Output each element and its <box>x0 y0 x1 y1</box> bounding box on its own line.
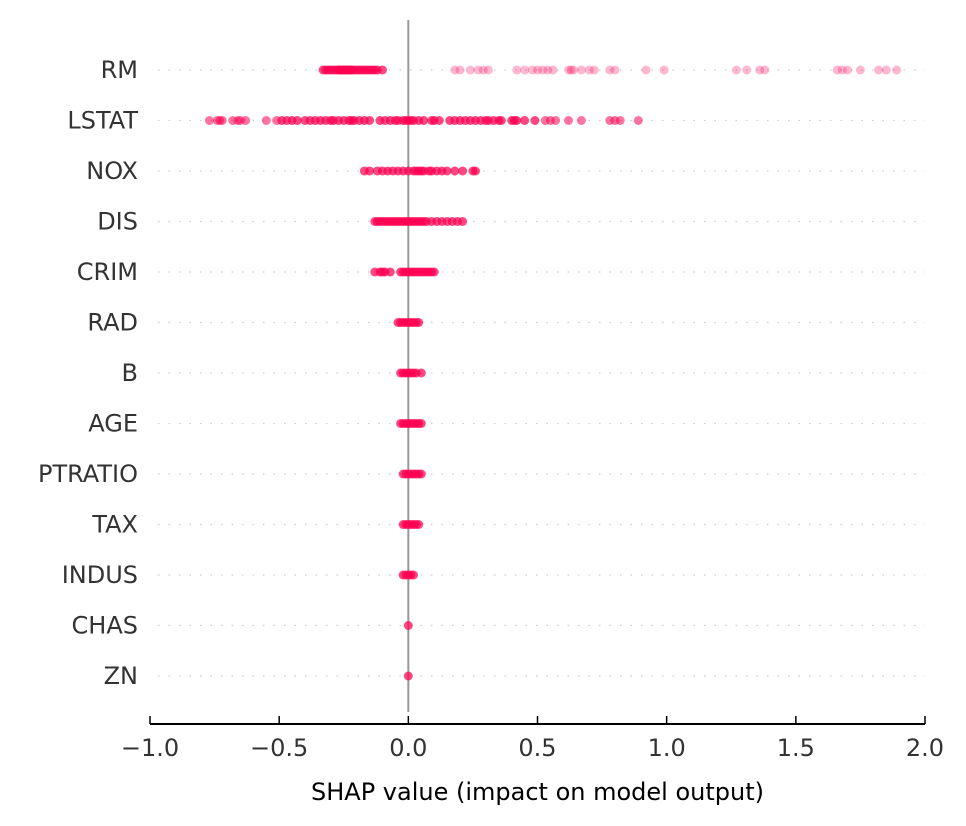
shap-point-rm-40 <box>543 65 553 75</box>
feature-label-crim: CRIM <box>77 258 138 286</box>
shap-point-rm-44 <box>569 65 579 75</box>
shap-point-nox-22 <box>471 166 480 176</box>
shap-point-zn-0 <box>403 671 413 681</box>
feature-grid-lines <box>158 69 925 677</box>
shap-point-chas-0 <box>403 621 413 630</box>
x-tick-label-4: 1.0 <box>648 734 686 762</box>
shap-point-lstat-43 <box>434 116 444 125</box>
shap-point-lstat-59 <box>520 116 530 125</box>
feature-label-chas: CHAS <box>72 612 138 640</box>
shap-point-rm-42 <box>564 65 573 75</box>
feature-label-nox: NOX <box>86 157 138 185</box>
shap-point-b-7 <box>416 368 426 378</box>
shap-point-lstat-13 <box>292 116 302 125</box>
shap-point-rm-33 <box>478 65 488 75</box>
x-tick-label-1: −0.5 <box>250 734 308 762</box>
shap-point-lstat-65 <box>576 116 586 125</box>
shap-point-rm-56 <box>832 65 842 75</box>
shap-point-lstat-3 <box>217 116 227 125</box>
feature-label-indus: INDUS <box>62 561 138 589</box>
shap-point-rm-30 <box>455 65 465 75</box>
feature-label-age: AGE <box>88 410 138 438</box>
feature-label-tax: TAX <box>91 511 138 539</box>
shap-point-rm-29 <box>450 65 460 75</box>
shap-point-rm-34 <box>483 65 493 75</box>
shap-point-nox-20 <box>458 166 468 176</box>
shap-point-rm-35 <box>512 65 522 75</box>
shap-point-rm-50 <box>641 65 651 75</box>
shap-point-rm-59 <box>855 65 865 75</box>
shap-point-rm-48 <box>605 65 615 75</box>
x-tick-label-3: 0.5 <box>518 734 556 762</box>
shap-point-age-8 <box>416 419 426 428</box>
feature-label-rm: RM <box>101 56 138 84</box>
shap-point-rm-41 <box>548 65 558 75</box>
x-tick-label-2: 0.0 <box>389 734 427 762</box>
shap-point-rm-55 <box>760 65 770 75</box>
shap-point-lstat-69 <box>633 116 643 125</box>
shap-point-rm-51 <box>659 65 669 75</box>
shap-point-lstat-7 <box>241 116 251 125</box>
shap-point-lstat-8 <box>261 116 271 125</box>
shap-point-rm-58 <box>843 65 852 75</box>
feature-label-ptratio: PTRATIO <box>38 460 138 488</box>
shap-point-rm-46 <box>584 65 594 75</box>
x-axis-title: SHAP value (impact on model output) <box>311 778 764 806</box>
shap-point-indus-4 <box>409 570 418 580</box>
shap-point-rm-31 <box>465 65 475 75</box>
x-axis: −1.0 −0.5 0.0 0.5 1.0 1.5 2.0 <box>121 716 944 762</box>
shap-point-rm-54 <box>755 65 765 75</box>
shap-point-rm-57 <box>837 65 847 75</box>
x-tick-label-5: 1.5 <box>777 734 815 762</box>
shap-point-tax-6 <box>414 520 424 529</box>
shap-point-lstat-58 <box>512 116 522 125</box>
shap-point-nox-18 <box>442 166 452 176</box>
shap-points <box>204 65 902 681</box>
shap-point-dis-27 <box>458 217 468 226</box>
shap-point-lstat-64 <box>564 116 573 125</box>
shap-point-rm-52 <box>731 65 741 75</box>
shap-point-rad-8 <box>414 318 424 327</box>
shap-point-crim-4 <box>385 267 395 277</box>
shap-point-rm-38 <box>533 65 542 75</box>
feature-label-lstat: LSTAT <box>67 107 138 135</box>
feature-label-rad: RAD <box>87 309 138 337</box>
x-axis-ticks: −1.0 −0.5 0.0 0.5 1.0 1.5 2.0 <box>121 716 944 762</box>
shap-point-lstat-68 <box>615 116 625 125</box>
shap-point-rm-60 <box>874 65 883 75</box>
shap-point-rm-28 <box>378 65 387 75</box>
shap-point-crim-18 <box>429 267 439 277</box>
feature-label-zn: ZN <box>104 662 138 690</box>
shap-point-nox-1 <box>365 166 375 176</box>
shap-point-nox-19 <box>450 166 460 176</box>
shap-point-rm-39 <box>538 65 548 75</box>
shap-point-lstat-40 <box>419 116 429 125</box>
feature-label-dis: DIS <box>97 208 138 236</box>
shap-point-rm-32 <box>473 65 483 75</box>
shap-point-rm-53 <box>742 65 752 75</box>
shap-point-lstat-0 <box>204 116 214 125</box>
shap-point-rm-61 <box>881 65 891 75</box>
shap-point-rm-45 <box>576 65 586 75</box>
shap-point-ptratio-7 <box>416 469 426 479</box>
x-tick-label-6: 2.0 <box>906 734 944 762</box>
shap-point-lstat-55 <box>496 116 506 125</box>
shap-point-rm-43 <box>566 65 576 75</box>
shap-point-rm-37 <box>527 65 537 75</box>
shap-point-rm-36 <box>520 65 530 75</box>
feature-labels: RM LSTAT NOX DIS CRIM RAD B AGE PTRATIO TAX INDUS C… <box>38 56 138 690</box>
shap-point-lstat-28 <box>365 116 375 125</box>
shap-point-rm-49 <box>610 65 620 75</box>
shap-point-lstat-63 <box>551 116 561 125</box>
x-tick-label-0: −1.0 <box>121 734 179 762</box>
shap-point-lstat-60 <box>530 116 540 125</box>
shap-point-rm-47 <box>589 65 599 75</box>
shap-point-rm-62 <box>892 65 902 75</box>
feature-label-b: B <box>122 359 138 387</box>
